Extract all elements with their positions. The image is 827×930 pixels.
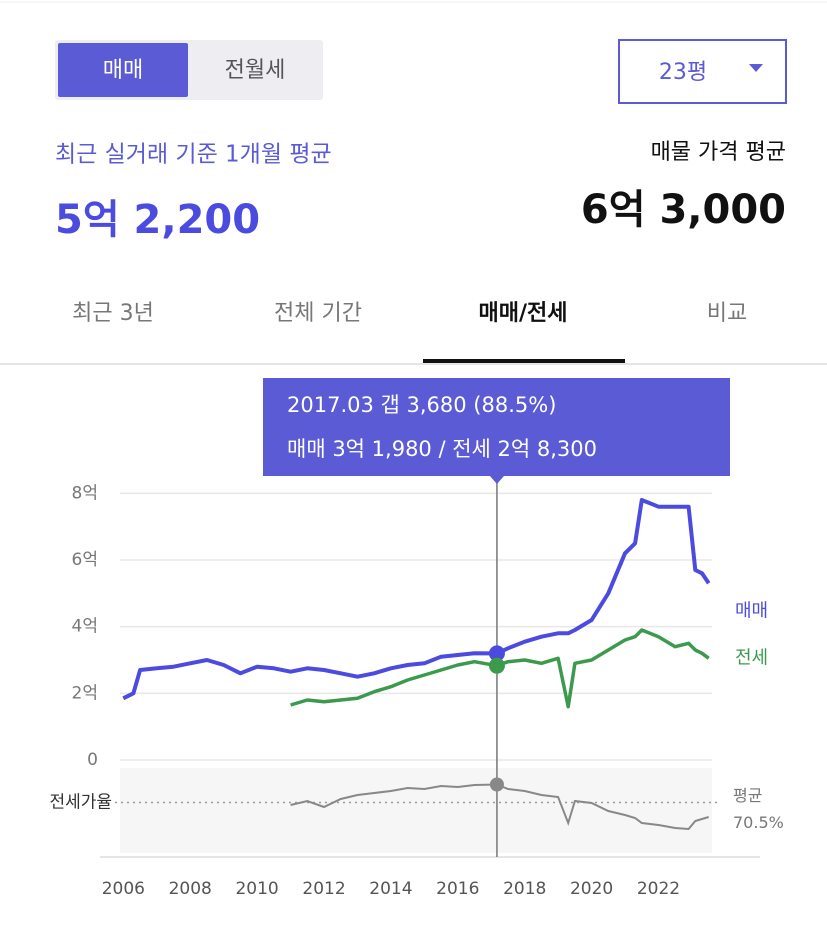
x-tick-label: 2022 <box>637 879 680 899</box>
y-tick-label: 0 <box>87 750 98 770</box>
toggle-option[interactable]: 매매 <box>103 58 143 83</box>
ratio-average-label: 평균 <box>733 786 762 805</box>
series-line <box>290 628 710 709</box>
series-label: 매매 <box>735 600 768 621</box>
x-tick-label: 2010 <box>235 879 278 899</box>
dropdown-arrow <box>749 64 763 72</box>
highlight-point <box>488 657 505 674</box>
toggle-option[interactable]: 전월세 <box>225 58 286 83</box>
x-tick-label: 2020 <box>570 879 613 899</box>
tooltip-text: 2017.03 갭 3,680 (88.5%) <box>287 393 556 417</box>
ratio-label: 전세가율 <box>49 793 112 813</box>
x-tick-label: 2014 <box>369 879 412 899</box>
tab[interactable]: 최근 3년 <box>72 301 154 326</box>
toggle-active[interactable] <box>58 43 188 97</box>
y-tick-label: 2억 <box>72 683 98 703</box>
tab-active[interactable]: 매매/전세 <box>479 301 568 326</box>
size-value[interactable]: 23평 <box>659 60 707 85</box>
tab[interactable]: 전체 기간 <box>274 301 362 326</box>
tab[interactable]: 비교 <box>707 301 747 326</box>
tooltip <box>263 378 730 476</box>
listing-label: 매물 가격 평균 <box>651 140 786 165</box>
series-label: 전세 <box>735 647 768 668</box>
listing-price: 6억 3,000 <box>581 187 786 233</box>
highlight-point <box>488 645 505 662</box>
highlight-point <box>489 777 504 792</box>
x-tick-label: 2018 <box>503 879 546 899</box>
tooltip-text: 매매 3억 1,980 / 전세 2억 8,300 <box>287 437 597 461</box>
y-tick-label: 8억 <box>72 483 98 503</box>
x-tick-label: 2012 <box>302 879 345 899</box>
size-dropdown[interactable] <box>618 39 787 104</box>
ratio-panel <box>120 768 712 853</box>
x-tick-label: 2016 <box>436 879 479 899</box>
x-tick-label: 2008 <box>169 879 212 899</box>
series-line <box>122 498 711 701</box>
recent-price: 5억 2,200 <box>55 197 260 243</box>
y-tick-label: 4억 <box>72 617 98 637</box>
tooltip-pointer <box>489 476 504 484</box>
y-tick-label: 6억 <box>72 550 98 570</box>
ratio-average-value: 70.5% <box>733 813 784 832</box>
recent-label: 최근 실거래 기준 1개월 평균 <box>55 142 332 168</box>
x-tick-label: 2006 <box>102 879 145 899</box>
ratio-line <box>290 783 709 831</box>
